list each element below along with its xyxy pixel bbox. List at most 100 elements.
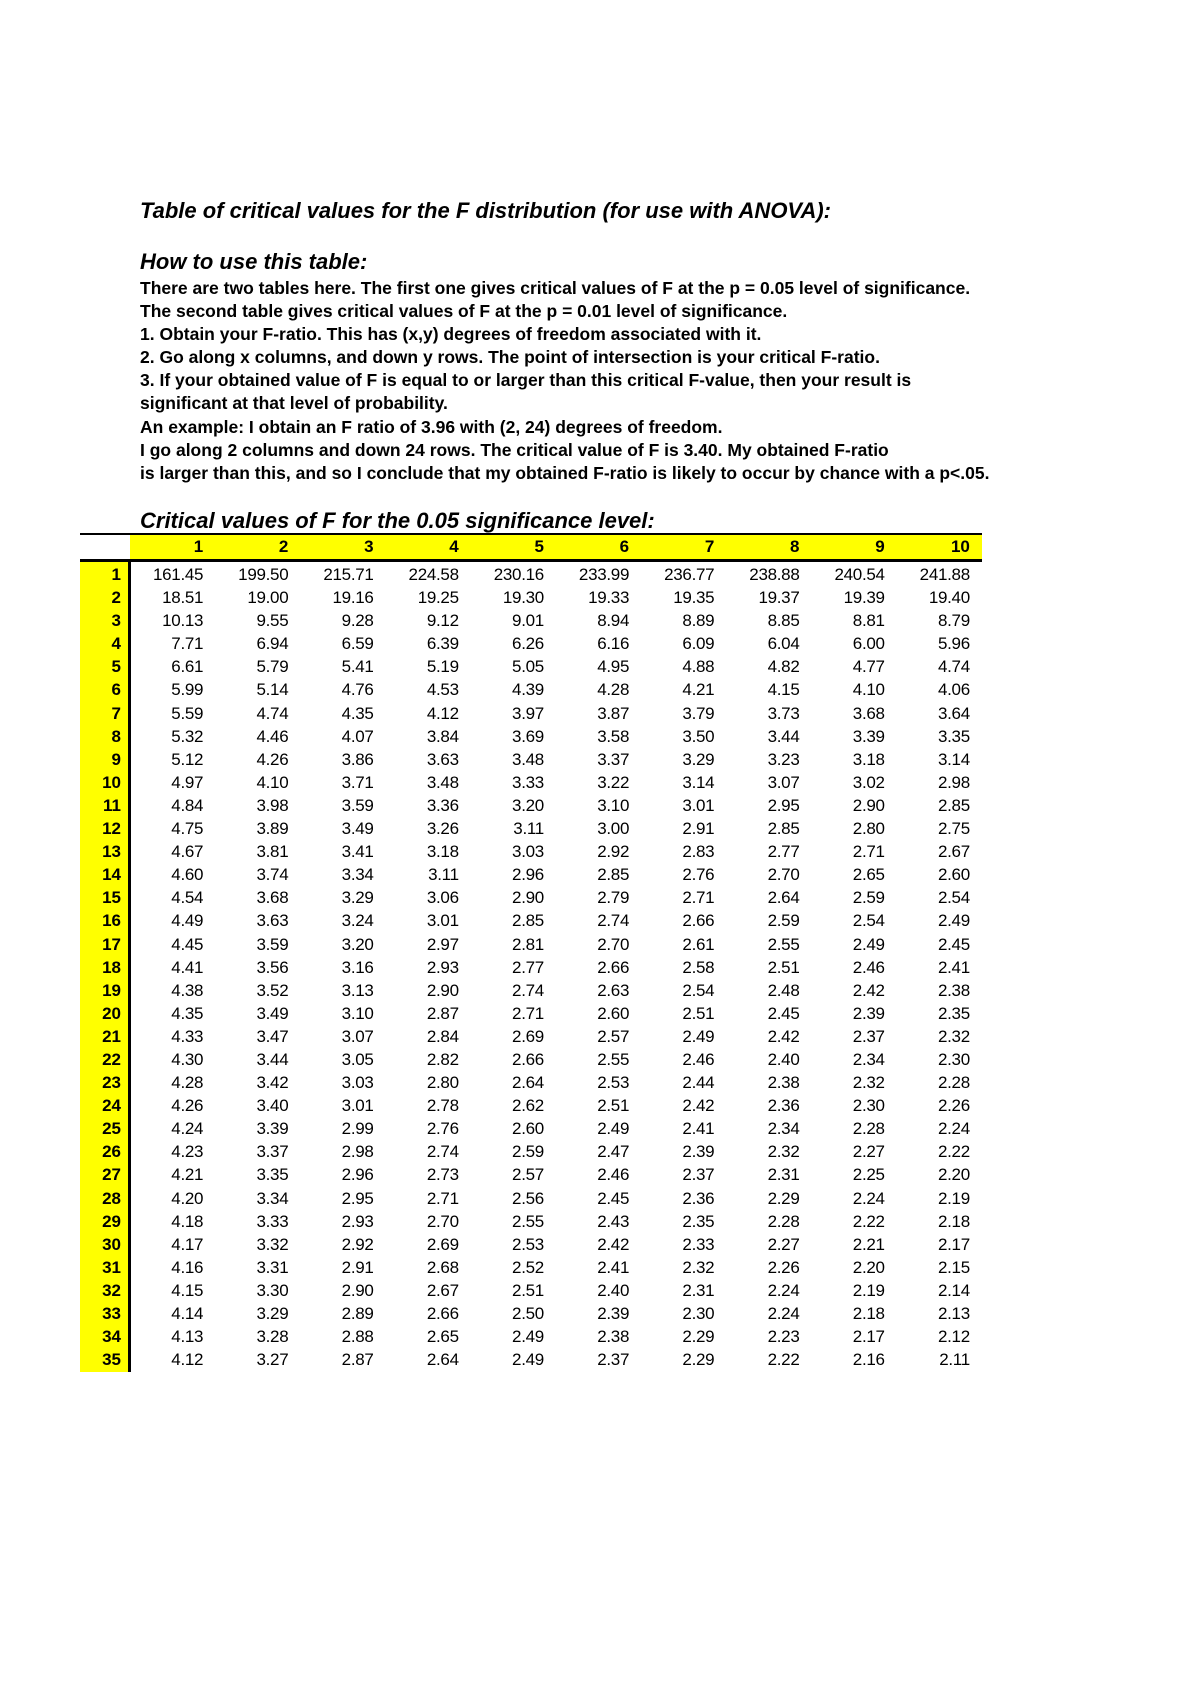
table-cell: 2.41 <box>682 1119 715 1139</box>
table-cell: 2.85 <box>512 911 544 931</box>
table-cell: 19.35 <box>673 588 715 608</box>
table-row: 34 4.13 3.28 2.88 2.65 2.49 2.38 2.29 2.23 2.17 2.… <box>80 1325 982 1348</box>
table-cell: 3.87 <box>597 703 630 723</box>
row-header: 23 <box>102 1073 121 1093</box>
table-cell: 3.79 <box>682 703 715 723</box>
table-row: 17 4.45 3.59 3.20 2.97 2.81 2.70 2.61 2.55 2.49 2.… <box>80 933 982 956</box>
table-cell: 2.54 <box>937 888 970 908</box>
table-cell: 2.51 <box>597 1096 630 1116</box>
table-cell: 2.22 <box>937 1142 970 1162</box>
column-header: 8 <box>790 537 800 556</box>
table-cell: 2.55 <box>597 1049 630 1069</box>
table-cell: 2.91 <box>341 1257 374 1277</box>
table-cell: 161.45 <box>152 565 204 584</box>
table-row: 31 4.16 3.31 2.91 2.68 2.52 2.41 2.32 2.26 2.20 2.… <box>80 1256 982 1279</box>
table-cell: 2.77 <box>512 957 544 977</box>
table-cell: 4.97 <box>171 772 204 792</box>
table-cell: 2.49 <box>597 1119 630 1139</box>
table-cell: 4.67 <box>171 842 204 862</box>
table-cell: 2.71 <box>512 1003 544 1023</box>
table-cell: 2.26 <box>937 1096 970 1116</box>
table-cell: 2.79 <box>597 888 630 908</box>
table-cell: 6.61 <box>171 657 204 677</box>
table-cell: 2.44 <box>682 1073 715 1093</box>
table-cell: 5.12 <box>171 749 204 769</box>
table-cell: 3.29 <box>682 749 715 769</box>
table-row: 35 4.12 3.27 2.87 2.64 2.49 2.37 2.29 2.22 2.16 2.… <box>80 1348 982 1371</box>
table-cell: 2.18 <box>937 1211 970 1231</box>
table-cell: 2.66 <box>682 911 715 931</box>
table-cell: 2.53 <box>597 1073 630 1093</box>
table-cell: 2.24 <box>852 1188 885 1208</box>
table-cell: 4.18 <box>171 1211 204 1231</box>
table-cell: 2.65 <box>852 865 885 885</box>
table-cell: 3.33 <box>256 1211 289 1231</box>
table-cell: 241.88 <box>919 565 971 584</box>
table-cell: 6.09 <box>682 634 715 654</box>
table-row: 29 4.18 3.33 2.93 2.70 2.55 2.43 2.35 2.28 2.22 2.… <box>80 1210 982 1233</box>
row-header: 26 <box>102 1142 121 1162</box>
table-cell: 2.12 <box>937 1327 970 1347</box>
row-header: 16 <box>102 911 121 931</box>
table-cell: 4.14 <box>171 1304 204 1323</box>
row-header: 10 <box>102 772 121 792</box>
table-cell: 4.84 <box>171 795 204 815</box>
table-cell: 2.60 <box>937 865 970 885</box>
table-cell: 2.96 <box>512 865 544 885</box>
table-cell: 3.84 <box>426 726 459 746</box>
table-cell: 3.68 <box>256 888 289 908</box>
table-cell: 4.12 <box>171 1350 204 1370</box>
table-cell: 3.58 <box>597 726 630 746</box>
table-cell: 2.70 <box>767 865 800 885</box>
table-cell: 2.46 <box>852 957 885 977</box>
row-header: 18 <box>102 957 121 977</box>
table-cell: 2.56 <box>512 1188 544 1208</box>
column-header: 7 <box>704 537 715 556</box>
table-cell: 2.84 <box>426 1026 459 1046</box>
table-row: 21 4.33 3.47 3.07 2.84 2.69 2.57 2.49 2.42 2.37 2.… <box>80 1025 982 1048</box>
column-header-row: 1 2 3 4 5 6 7 8 9 10 <box>130 535 982 559</box>
table-cell: 2.55 <box>767 934 800 954</box>
table-cell: 4.10 <box>256 772 289 792</box>
table-cell: 2.25 <box>852 1165 885 1185</box>
table-cell: 3.23 <box>767 749 800 769</box>
table-cell: 3.35 <box>937 726 970 746</box>
table-cell: 2.39 <box>682 1142 715 1162</box>
table-cell: 2.30 <box>852 1096 885 1116</box>
table-cell: 4.54 <box>171 888 204 908</box>
table-cell: 2.31 <box>767 1165 800 1185</box>
table-cell: 9.01 <box>512 611 544 631</box>
table-row: 16 4.49 3.63 3.24 3.01 2.85 2.74 2.66 2.59 2.54 2.… <box>80 909 982 932</box>
table-cell: 2.93 <box>426 957 459 977</box>
table-cell: 8.81 <box>852 611 885 631</box>
table-cell: 2.64 <box>426 1350 459 1370</box>
table-cell: 4.26 <box>256 749 289 769</box>
row-header: 21 <box>102 1026 121 1046</box>
table-cell: 3.71 <box>341 772 374 792</box>
row-header: 2 <box>111 588 121 608</box>
table-row: 19 4.38 3.52 3.13 2.90 2.74 2.63 2.54 2.48 2.42 2.… <box>80 979 982 1002</box>
row-header: 11 <box>103 795 121 815</box>
row-header: 22 <box>102 1049 121 1069</box>
table-row: 20 4.35 3.49 3.10 2.87 2.71 2.60 2.51 2.45 2.39 2.… <box>80 1002 982 1025</box>
table-cell: 2.92 <box>341 1234 374 1254</box>
table-row: 33 4.14 3.29 2.89 2.66 2.50 2.39 2.30 2.24 2.18 2.… <box>80 1302 982 1325</box>
row-header: 7 <box>111 703 121 723</box>
table-cell: 8.94 <box>597 611 630 631</box>
table-cell: 2.48 <box>767 980 800 1000</box>
table-row: 26 4.23 3.37 2.98 2.74 2.59 2.47 2.39 2.32 2.27 2.… <box>80 1140 982 1163</box>
table-row: 7 5.59 4.74 4.35 4.12 3.97 3.87 3.79 3.73 3.68 3.6… <box>80 702 982 725</box>
table-cell: 18.51 <box>162 588 204 608</box>
table-cell: 2.54 <box>682 980 715 1000</box>
table-cell: 3.89 <box>256 819 289 839</box>
table-cell: 2.20 <box>852 1257 885 1277</box>
row-header: 34 <box>102 1327 121 1347</box>
table-cell: 3.32 <box>256 1234 289 1254</box>
table-row: 12 4.75 3.89 3.49 3.26 3.11 3.00 2.91 2.85 2.80 2.… <box>80 817 982 840</box>
row-header: 1 <box>111 565 121 584</box>
table-cell: 4.95 <box>597 657 630 677</box>
table-cell: 2.83 <box>682 842 715 862</box>
table-cell: 9.55 <box>256 611 289 631</box>
table-cell: 2.16 <box>852 1350 885 1370</box>
table-cell: 2.62 <box>512 1096 544 1116</box>
